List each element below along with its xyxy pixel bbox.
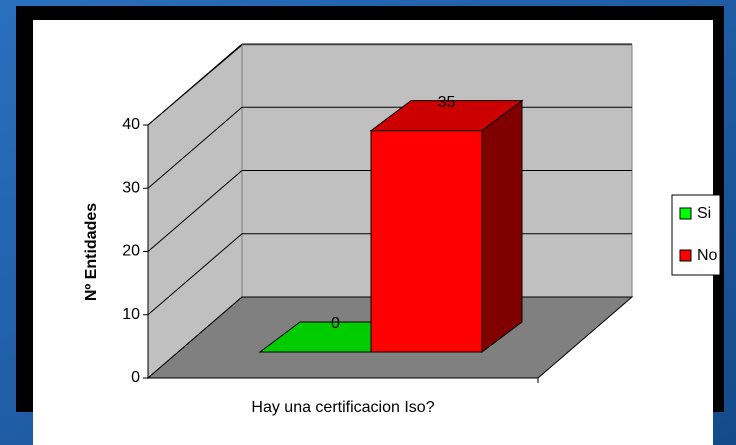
- y-tick-label: 40: [122, 116, 140, 133]
- grid-line: [147, 170, 243, 252]
- y-tick-label: 0: [131, 369, 140, 386]
- y-tick-label: 20: [122, 243, 140, 260]
- legend-swatch: [679, 207, 692, 220]
- y-tick-label: 30: [122, 179, 140, 196]
- bar-side: [481, 99, 523, 353]
- bar: [370, 130, 483, 353]
- grid-line: [147, 106, 243, 189]
- y-axis-label: Nº Entidades: [83, 203, 100, 301]
- legend-label: Si: [697, 205, 711, 222]
- grid-line: [147, 43, 243, 126]
- legend-swatch: [679, 249, 692, 262]
- x-tick-label: Hay una certificacion Iso?: [251, 399, 434, 416]
- bar-top: [369, 100, 524, 132]
- y-tick-label: 10: [122, 306, 140, 323]
- data-label: 0: [331, 315, 340, 332]
- data-label: 35: [438, 94, 456, 111]
- legend-label: No: [697, 247, 718, 264]
- grid-line: [147, 233, 243, 316]
